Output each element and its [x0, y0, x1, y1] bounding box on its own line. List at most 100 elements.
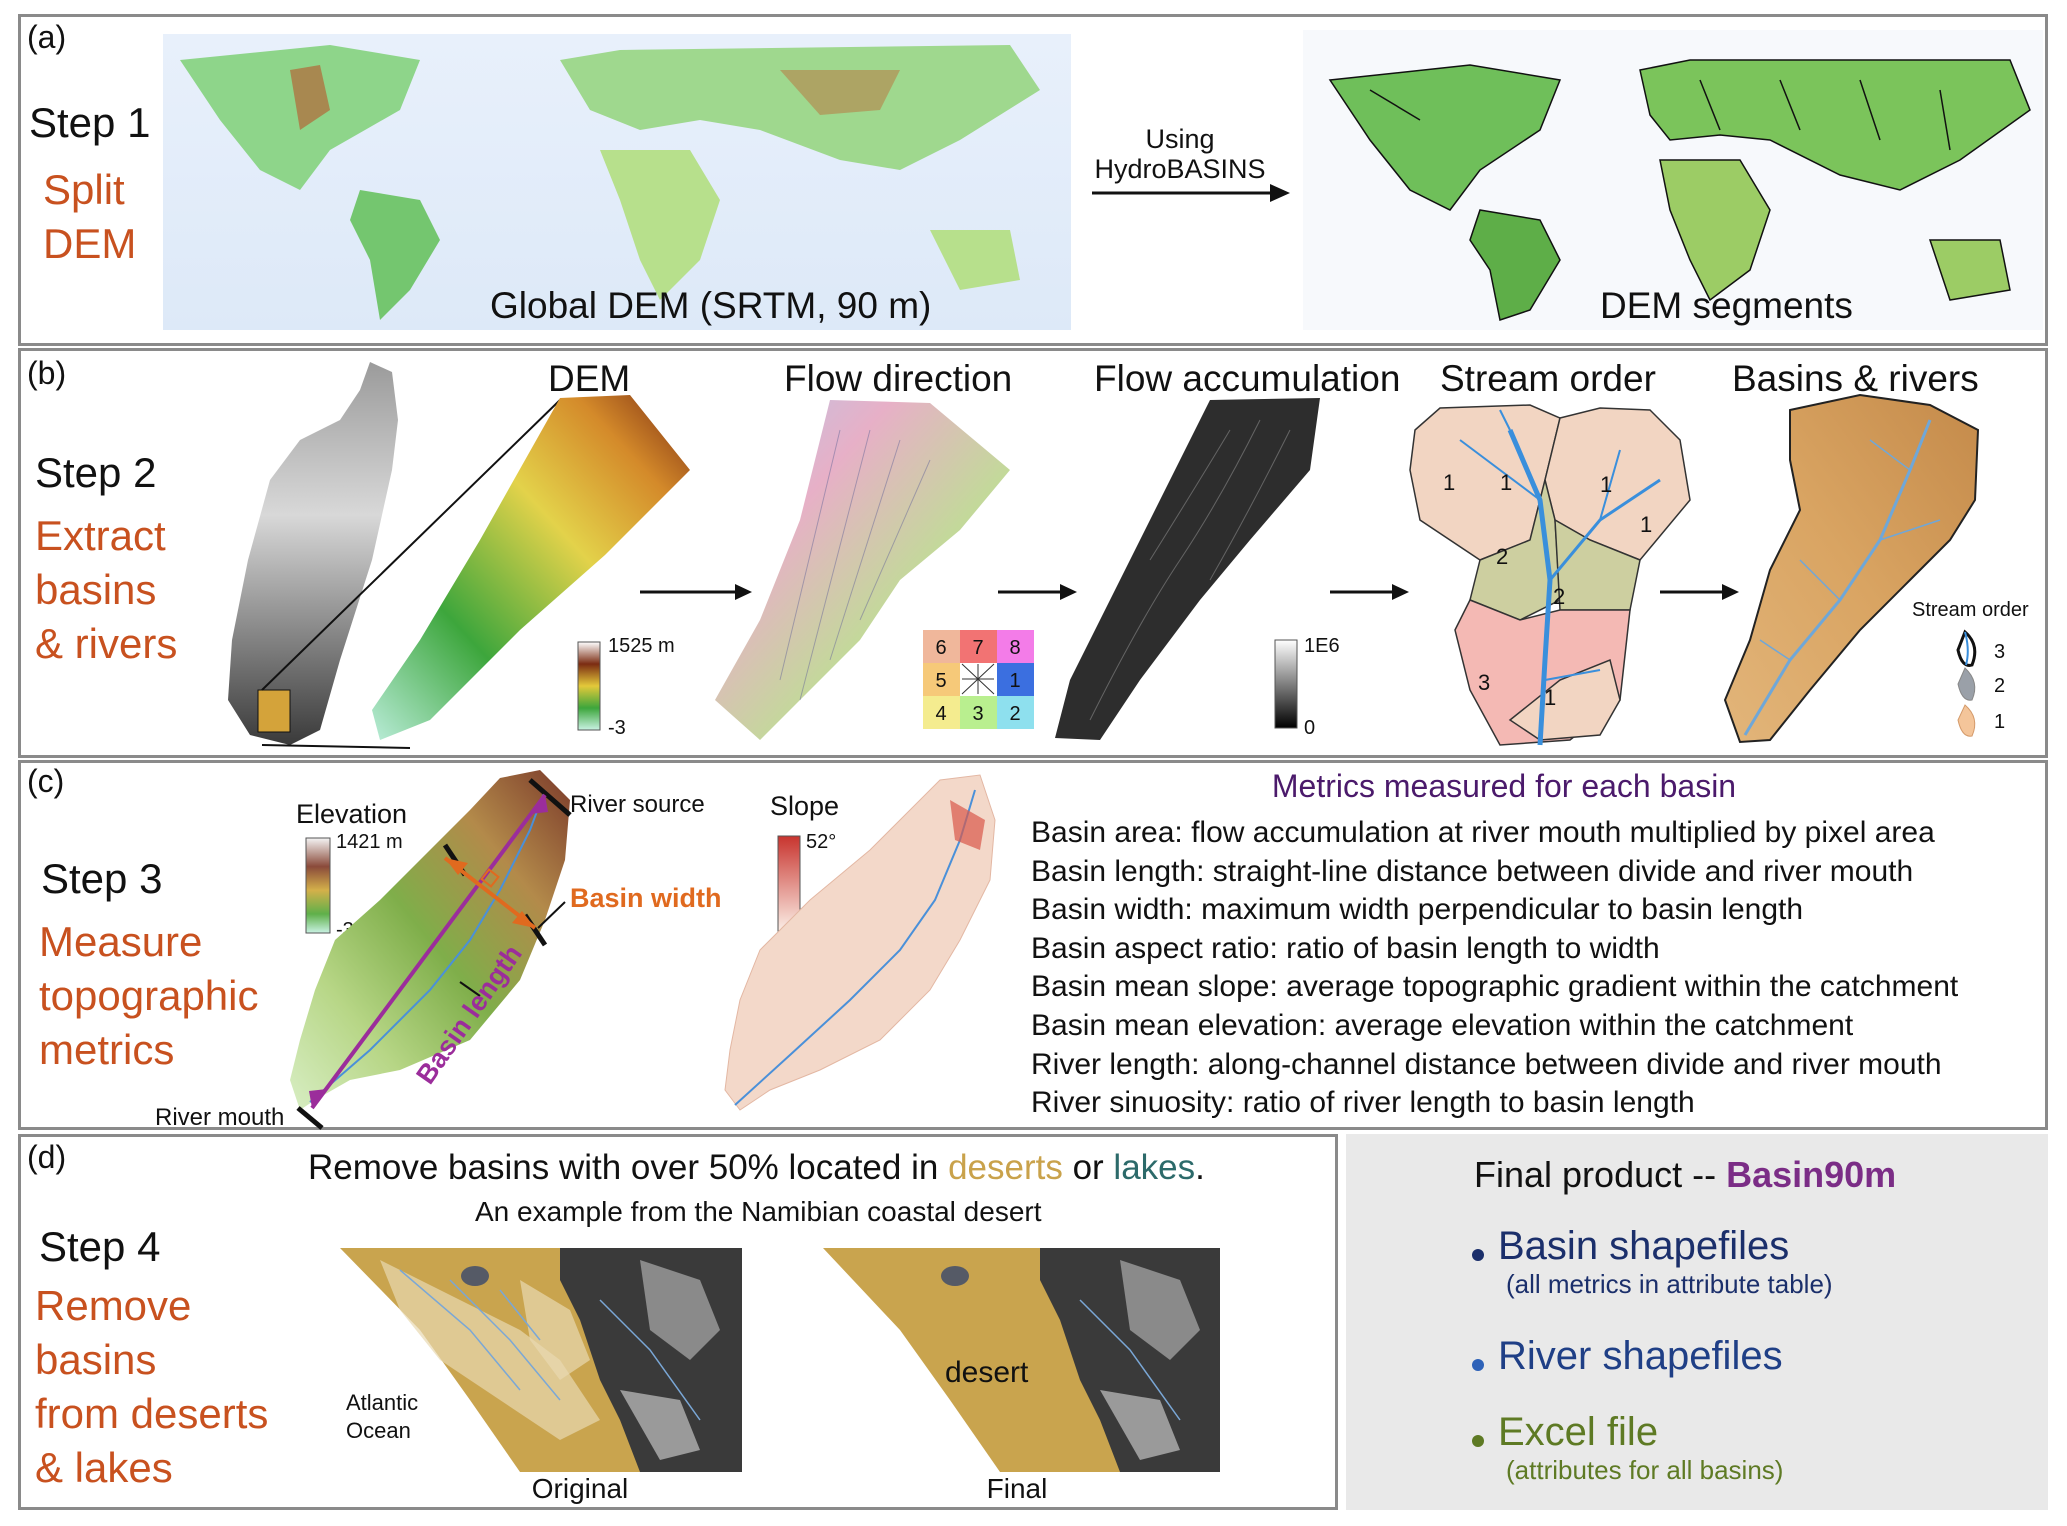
slope-legend-max: 52°: [806, 831, 836, 853]
madagascar-inset-box: [257, 689, 291, 733]
step-4-title: Step 4: [39, 1223, 161, 1270]
panel-d-label: (d): [27, 1139, 67, 1175]
step-3-action: Measure topographic metrics: [39, 918, 259, 1073]
original-caption: Original: [532, 1473, 628, 1504]
arrow-text-hydrobasins: HydroBASINS: [1094, 154, 1265, 184]
namibia-original-map: [330, 1248, 742, 1472]
basin-length-arrow: [310, 793, 547, 1110]
stream-order-legend-2: 2: [1994, 675, 2005, 697]
namibia-final-map: [813, 1248, 1220, 1472]
slope-title: Slope: [770, 791, 839, 821]
stream-order-legend-title: Stream order: [1912, 599, 2029, 621]
ocean-label-line2: Ocean: [346, 1418, 411, 1443]
zoom-line-top: [261, 399, 561, 691]
final-caption: Final: [987, 1473, 1048, 1504]
header-flow-direction: Flow direction: [784, 358, 1013, 399]
width-pointer: [537, 901, 566, 929]
svg-text:1: 1: [1640, 512, 1652, 537]
bullet-icon: [1472, 1248, 1484, 1261]
final-item-river-shapefiles: River shapefiles: [1472, 1334, 1783, 1379]
metric-river-sinuosity: River sinuosity: ratio of river length t…: [1031, 1086, 1695, 1120]
flow-code-grid: 6 7 8 5 1 4 3 2: [923, 630, 1034, 729]
elevation-river: [309, 789, 546, 1103]
svg-text:3: 3: [1478, 670, 1490, 695]
metric-basin-area: Basin area: flow accumulation at river m…: [1031, 816, 1935, 849]
dem-segments-continents: [1328, 59, 2031, 321]
elevation-legend-bar: [305, 837, 331, 934]
stream-order-legend-1: 1: [1994, 711, 2005, 733]
dem-legend-bar: [577, 641, 601, 731]
arrow-text-using: Using: [1145, 124, 1214, 154]
panel-a-label: (a): [27, 19, 67, 55]
river-mouth-tick: [296, 1106, 324, 1130]
river-source-tick: [528, 778, 572, 817]
flow-accumulation-strip: [1055, 398, 1320, 740]
dem-strip: [372, 395, 690, 740]
stream-order-rivers: [1459, 409, 1661, 746]
basins-rivers-map: [1723, 393, 1980, 744]
step-1-action: Split DEM: [43, 166, 137, 267]
step-3-title: Step 3: [41, 855, 163, 902]
flow-code-7: 7: [972, 637, 983, 659]
dem-segments-caption: DEM segments: [1600, 285, 1853, 326]
stream-order-legend-3: 3: [1994, 641, 2005, 663]
acc-legend-bar: [1274, 639, 1298, 729]
final-product-title: Final product -- Basin90m: [1474, 1154, 1897, 1195]
global-dem-caption: Global DEM (SRTM, 90 m): [490, 285, 931, 326]
elevation-legend-max: 1421 m: [336, 831, 403, 853]
basins-rivers-network: [1743, 419, 1941, 736]
panel-a-arrow-head: [1270, 184, 1290, 202]
river-source-label: River source: [570, 791, 705, 818]
flow-accumulation-texture: [1089, 419, 1291, 721]
step-2-action: Extract basins & rivers: [35, 512, 178, 667]
elevation-title: Elevation: [296, 799, 407, 829]
desert-label: desert: [945, 1356, 1029, 1389]
bullet-icon: [1472, 1358, 1484, 1371]
step-2-title: Step 2: [35, 449, 157, 496]
flow-code-3: 3: [972, 703, 983, 725]
metric-basin-width: Basin width: maximum width perpendicular…: [1031, 893, 1804, 927]
ocean-label-line1: Atlantic: [346, 1390, 418, 1415]
metric-basin-length: Basin length: straight-line distance bet…: [1031, 854, 1914, 888]
metric-river-length: River length: along-channel distance bet…: [1031, 1047, 1942, 1081]
metrics-list: Basin area: flow accumulation at river m…: [1031, 814, 1958, 1123]
flow-code-5: 5: [935, 670, 946, 692]
panel-c-label: (c): [27, 763, 65, 799]
global-dem-continents: [180, 45, 1040, 320]
acc-legend-max: 1E6: [1304, 635, 1340, 657]
header-basins-rivers: Basins & rivers: [1732, 358, 1979, 399]
basin-width-label: Basin width: [570, 883, 722, 913]
metric-basin-aspect-ratio: Basin aspect ratio: ratio of basin lengt…: [1031, 931, 1660, 965]
metrics-title: Metrics measured for each basin: [1272, 768, 1736, 804]
flow-direction-strip: [715, 400, 1010, 740]
svg-text:2: 2: [1553, 584, 1565, 609]
svg-text:1: 1: [1500, 470, 1512, 495]
svg-text:1: 1: [1443, 470, 1455, 495]
flow-code-1: 1: [1009, 670, 1020, 692]
step-4-action: Remove basins from deserts & lakes: [35, 1282, 269, 1491]
dem-legend-min: -3: [608, 717, 626, 739]
flow-direction-texture: [779, 429, 931, 701]
stream-order-legend: Stream order 3 2 1: [1912, 599, 2029, 737]
bullet-icon: [1472, 1434, 1484, 1447]
final-item-basin-shapefiles: Basin shapefiles (all metrics in attribu…: [1472, 1224, 1833, 1300]
stream-order-labels: 1 1 1 1 2 2 3 1: [1443, 470, 1652, 710]
panel-d-title: Remove basins with over 50% located in d…: [308, 1148, 1205, 1187]
acc-legend-min: 0: [1304, 717, 1315, 739]
final-product-panel: Final product -- Basin90m Basin shapefil…: [1346, 1134, 2048, 1510]
dem-legend-max: 1525 m: [608, 635, 675, 657]
svg-text:1: 1: [1544, 685, 1556, 710]
zoom-line-bottom: [261, 744, 411, 749]
flow-code-8: 8: [1009, 637, 1020, 659]
header-stream-order: Stream order: [1440, 358, 1656, 399]
svg-text:2: 2: [1496, 544, 1508, 569]
flow-code-4: 4: [935, 703, 946, 725]
metric-basin-mean-slope: Basin mean slope: average topographic gr…: [1031, 970, 1959, 1004]
slope-basin-map: [724, 774, 996, 1111]
final-item-excel-file: Excel file (attributes for all basins): [1472, 1410, 1783, 1486]
flow-code-6: 6: [935, 637, 946, 659]
step-1-title: Step 1: [29, 99, 151, 146]
